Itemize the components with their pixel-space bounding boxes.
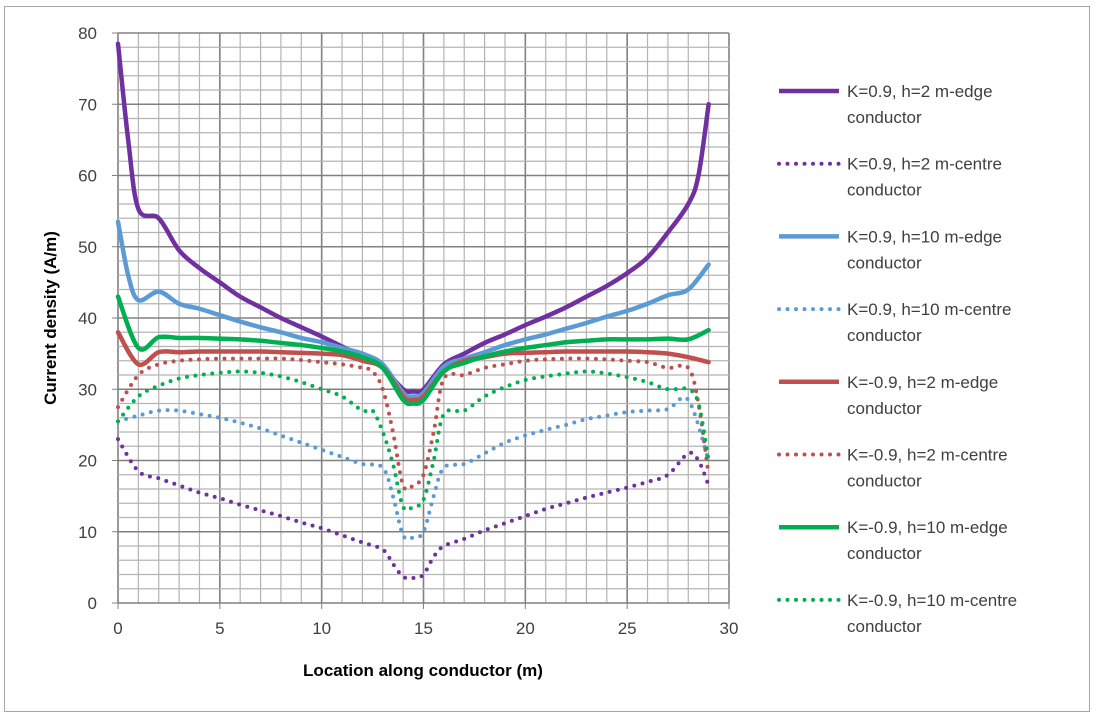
y-tick-label: 0: [88, 594, 97, 613]
series-line-k-0-9-h-10-m-centre: [116, 395, 711, 542]
legend-label-cont: conductor: [847, 108, 922, 127]
x-tick-label: 30: [720, 619, 739, 638]
x-tick-label: 20: [516, 619, 535, 638]
legend-label-cont: conductor: [847, 253, 922, 272]
series-line-k-0-9-h-2-m-edge: [115, 330, 711, 403]
legend-label: K=-0.9, h=10 m-centre: [847, 591, 1017, 610]
legend-label: K=0.9, h=2 m-edge: [847, 82, 993, 101]
y-tick-label: 40: [78, 309, 97, 328]
y-tick-label: 70: [78, 95, 97, 114]
legend-label: K=-0.9, h=2 m-edge: [847, 373, 998, 392]
tick-labels: 0 5 10 15 20 25 30 0 10 20 30 40 50 60 70 80: [78, 24, 738, 638]
legend-label-cont: conductor: [847, 472, 922, 491]
legend-label: K=0.9, h=10 m-edge: [847, 227, 1002, 246]
y-tick-label: 20: [78, 452, 97, 471]
legend-label: K=0.9, h=2 m-centre: [847, 155, 1002, 174]
legend-label: K=-0.9, h=2 m-centre: [847, 446, 1008, 465]
y-tick-label: 30: [78, 380, 97, 399]
y-tick-label: 10: [78, 523, 97, 542]
legend-label: K=0.9, h=10 m-centre: [847, 300, 1011, 319]
series-lines: [115, 41, 711, 581]
x-tick-label: 15: [414, 619, 433, 638]
legend-label-cont: conductor: [847, 399, 922, 418]
series-line-k-0-9-h-10-m-edge: [115, 294, 711, 407]
series-line-k-0-9-h-2-m-centre: [116, 356, 711, 492]
legend: K=0.9, h=2 m-edge conductor K=0.9, h=2 m-c…: [777, 82, 1017, 636]
x-tick-label: 0: [113, 619, 122, 638]
x-tick-label: 10: [312, 619, 331, 638]
legend-label-cont: conductor: [847, 181, 922, 200]
legend-label-cont: conductor: [847, 544, 922, 563]
x-tick-label: 5: [215, 619, 224, 638]
legend-label: K=-0.9, h=10 m-edge: [847, 518, 1008, 537]
y-tick-label: 80: [78, 24, 97, 43]
legend-label-cont: conductor: [847, 617, 922, 636]
x-tick-label: 25: [618, 619, 637, 638]
y-axis-label: Current density (A/m): [41, 231, 60, 405]
y-tick-label: 50: [78, 238, 97, 257]
series-line-k-0-9-h-2-m-edge: [115, 41, 711, 395]
gridlines: [117, 32, 730, 604]
legend-label-cont: conductor: [847, 326, 922, 345]
series-line-k-0-9-h-2-m-centre: [116, 437, 711, 581]
chart-frame: [4, 6, 1090, 712]
x-axis-label: Location along conductor (m): [303, 661, 543, 680]
series-line-k-0-9-h-10-m-edge: [115, 219, 711, 399]
y-tick-label: 60: [78, 167, 97, 186]
